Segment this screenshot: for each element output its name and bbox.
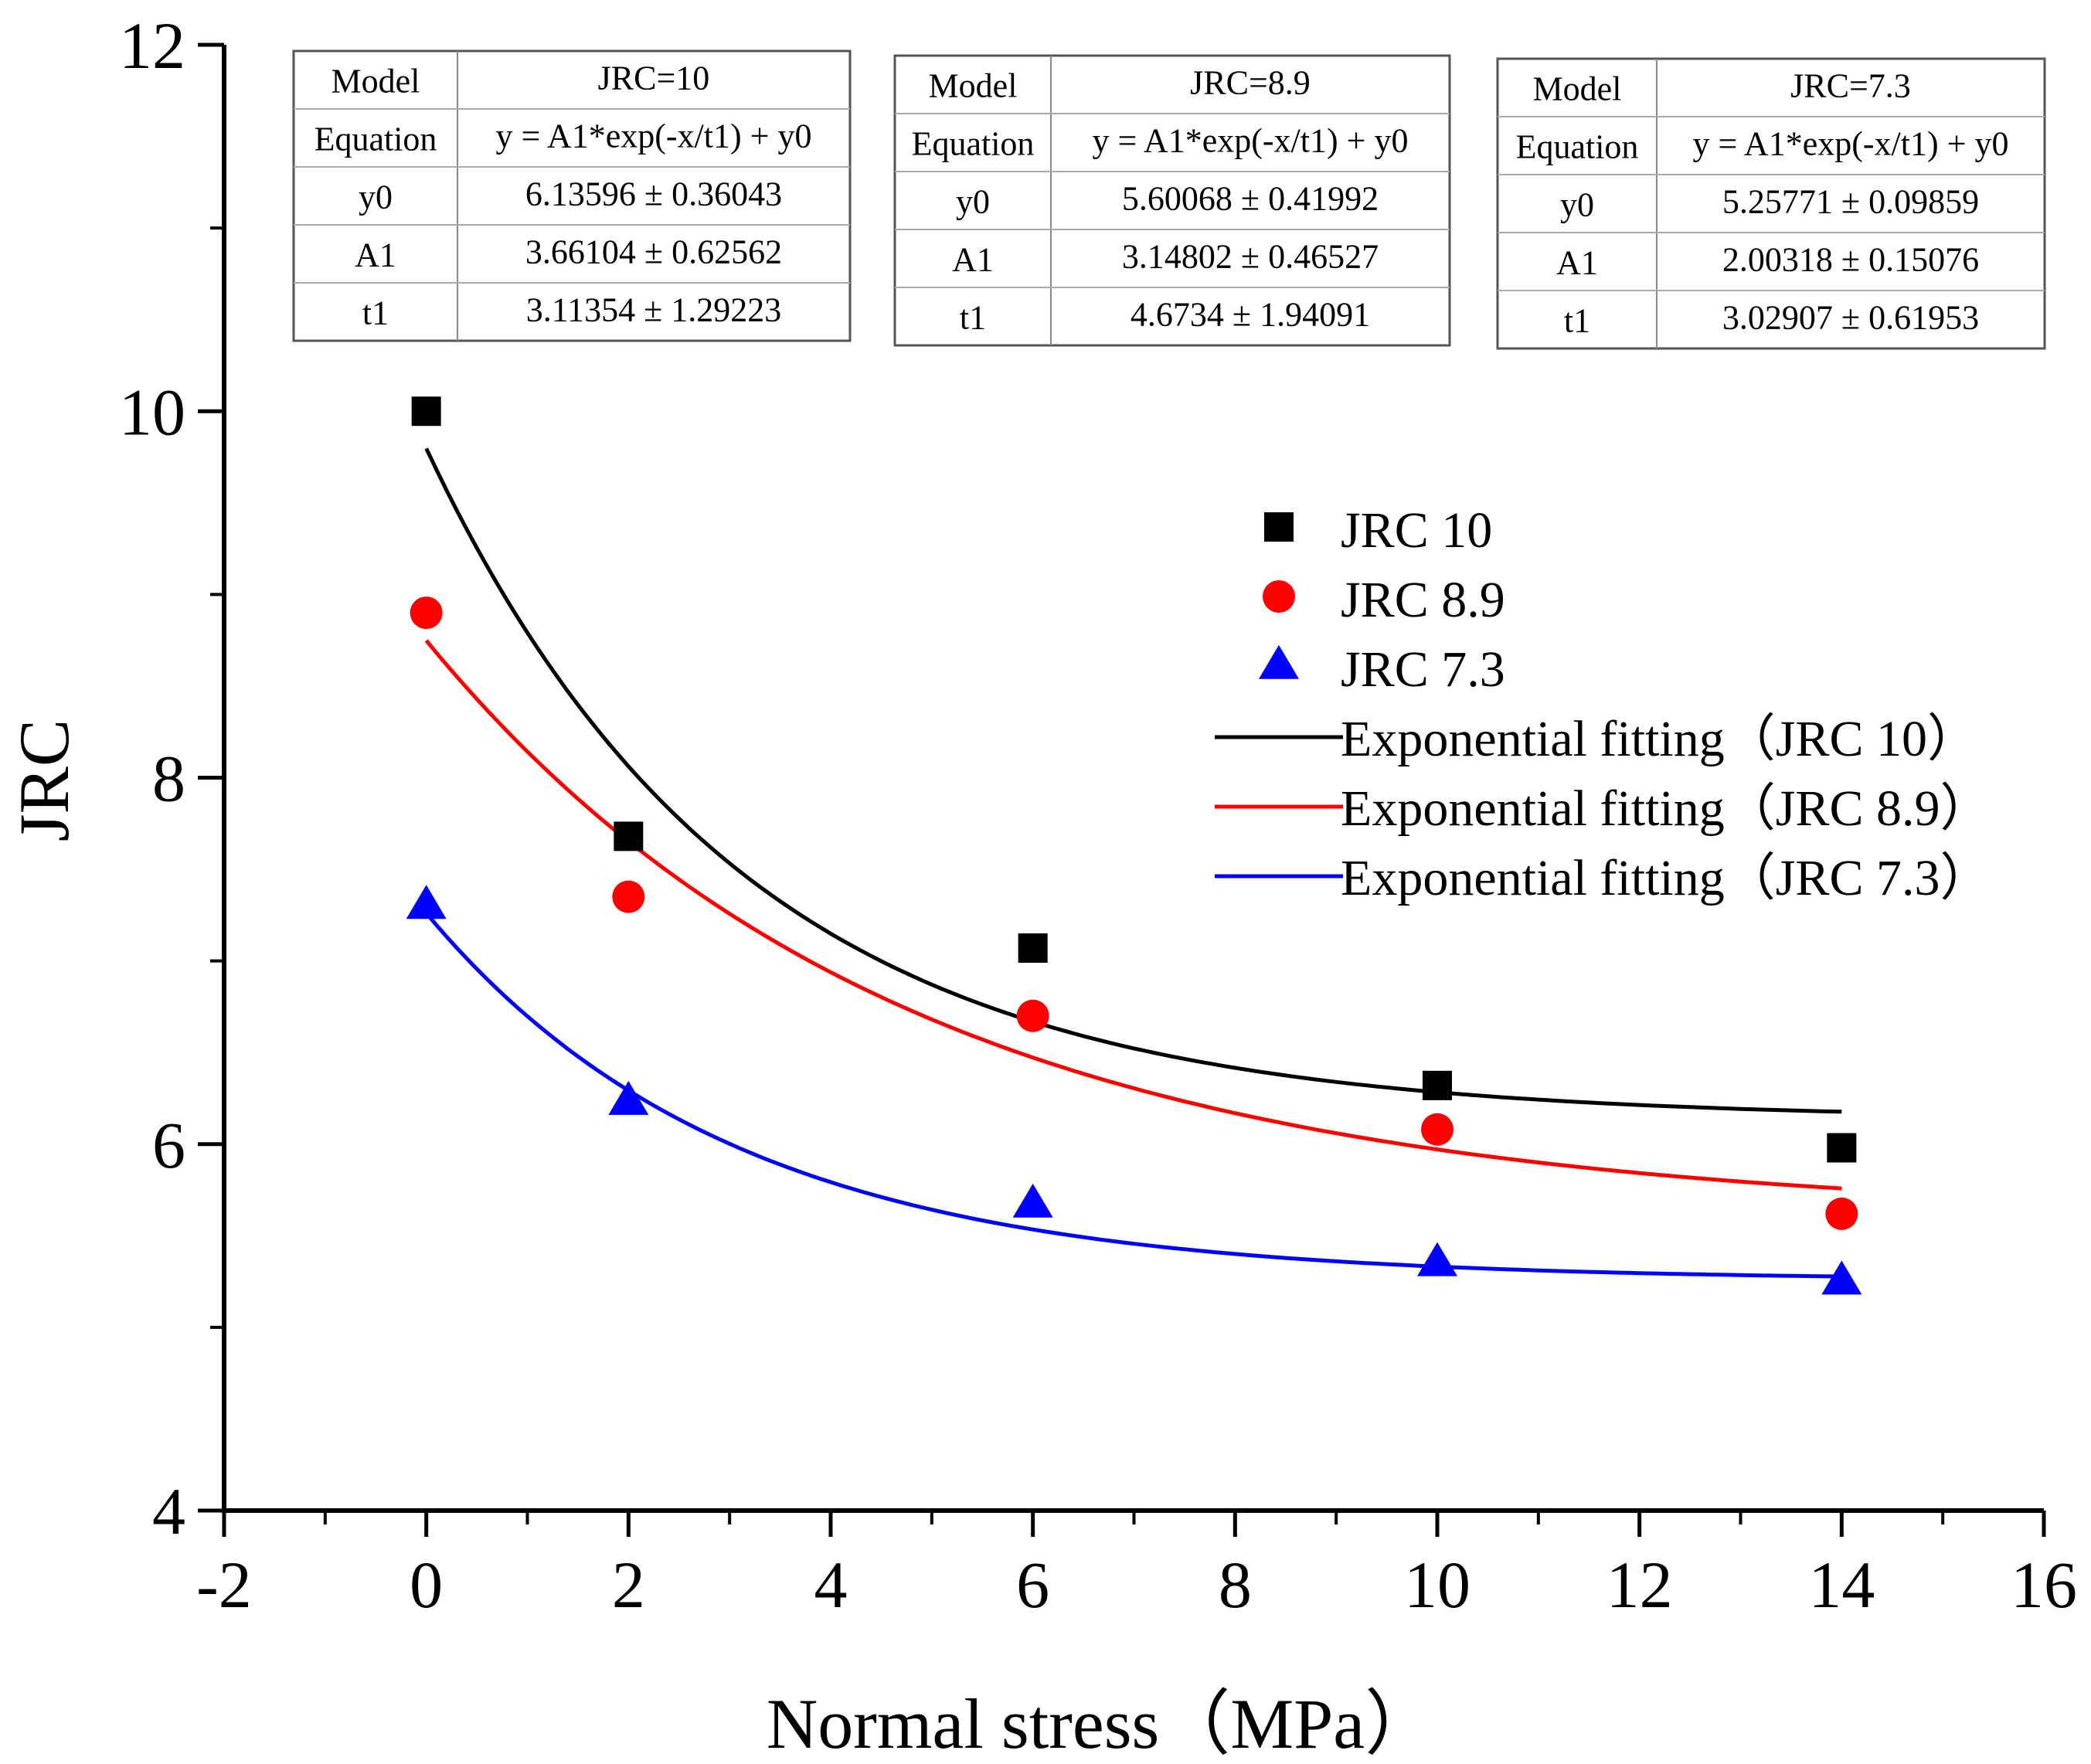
table-cell-value: 4.6734 ± 1.94091 bbox=[1130, 296, 1370, 334]
table-border bbox=[292, 49, 852, 342]
data-point-series-1-2 bbox=[1016, 999, 1049, 1032]
data-point-series-0-0 bbox=[411, 396, 441, 427]
table-border bbox=[893, 54, 1451, 347]
x-tick-label: 12 bbox=[1606, 1548, 1673, 1622]
table-cell-label: A1 bbox=[1556, 244, 1598, 282]
x-tick-label: 0 bbox=[410, 1548, 443, 1622]
y-axis-title: JRC bbox=[5, 719, 83, 842]
y-tick-label: 4 bbox=[152, 1474, 185, 1548]
data-point-series-0-4 bbox=[1827, 1133, 1857, 1163]
table-cell-value: JRC=10 bbox=[598, 59, 710, 97]
table-cell-value: y = A1*exp(-x/t1) + y0 bbox=[1693, 125, 2009, 163]
table-cell-label: t1 bbox=[960, 299, 986, 337]
x-tick-label: -2 bbox=[196, 1548, 252, 1622]
y-tick-label: 8 bbox=[152, 742, 185, 816]
data-point-series-2-3 bbox=[1417, 1242, 1457, 1276]
data-point-series-1-3 bbox=[1421, 1113, 1454, 1146]
table-cell-value: y = A1*exp(-x/t1) + y0 bbox=[496, 117, 812, 155]
fit-table-2: Model JRC=7.3 Equation y = A1*exp(-x/t1) + … bbox=[1496, 57, 2046, 350]
y-tick-label: 10 bbox=[119, 375, 185, 449]
table-cell-value: 5.25771 ± 0.09859 bbox=[1722, 183, 1979, 221]
table-border bbox=[1496, 57, 2046, 350]
data-point-series-0-2 bbox=[1018, 933, 1048, 964]
table-cell-label: Model bbox=[332, 63, 420, 100]
data-point-series-2-2 bbox=[1012, 1183, 1053, 1218]
x-tick-label: 10 bbox=[1404, 1548, 1470, 1622]
table-cell-label: t1 bbox=[1564, 302, 1590, 340]
table-cell-value: 2.00318 ± 0.15076 bbox=[1722, 241, 1979, 279]
data-point-series-0-1 bbox=[614, 821, 644, 851]
x-tick-label: 4 bbox=[814, 1548, 848, 1622]
fit-curve-0 bbox=[424, 447, 1842, 1114]
table-cell-value: 3.11354 ± 1.29223 bbox=[526, 291, 782, 329]
legend-label-0: JRC 10 bbox=[1341, 502, 1492, 559]
data-point-series-2-1 bbox=[608, 1080, 649, 1115]
legend-fit-label-2: Exponential fitting（JRC 7.3） bbox=[1341, 850, 1991, 906]
data-point-series-2-0 bbox=[406, 885, 447, 919]
table-cell-value: 5.60068 ± 0.41992 bbox=[1122, 180, 1379, 218]
table-cell-value: 3.14802 ± 0.46527 bbox=[1122, 238, 1379, 276]
table-cell-value: y = A1*exp(-x/t1) + y0 bbox=[1093, 122, 1409, 160]
x-tick-label: 14 bbox=[1808, 1548, 1875, 1622]
table-cell-value: JRC=8.9 bbox=[1190, 64, 1311, 102]
fit-curve-2 bbox=[424, 912, 1842, 1279]
legend-label-2: JRC 7.3 bbox=[1341, 641, 1505, 698]
x-tick-label: 2 bbox=[612, 1548, 645, 1622]
table-cell-value: 3.66104 ± 0.62562 bbox=[525, 233, 782, 271]
axes: -2 0 2 4 6 8 10 12 14 16 4 6 8 10 12 bbox=[119, 8, 2077, 1622]
table-cell-label: y0 bbox=[1560, 186, 1594, 224]
y-tick-label: 6 bbox=[152, 1108, 185, 1182]
legend: JRC 10 JRC 8.9 JRC 7.3 Exponential fitting（… bbox=[1215, 502, 1991, 906]
table-cell-label: Equation bbox=[1516, 128, 1639, 166]
x-tick-label: 16 bbox=[2011, 1548, 2077, 1622]
legend-fit-label-0: Exponential fitting（JRC 10） bbox=[1341, 711, 1978, 767]
table-cell-label: A1 bbox=[355, 236, 396, 274]
table-cell-value: 6.13596 ± 0.36043 bbox=[525, 175, 782, 213]
legend-marker-1 bbox=[1263, 580, 1295, 613]
table-cell-value: 3.02907 ± 0.61953 bbox=[1722, 299, 1979, 337]
table-cell-label: Model bbox=[1533, 70, 1622, 108]
fit-curve-1 bbox=[424, 639, 1842, 1191]
x-axis-title: Normal stress（MPa） bbox=[767, 1684, 1436, 1763]
x-tick-label: 8 bbox=[1219, 1548, 1252, 1622]
data-points bbox=[406, 396, 1862, 1295]
table-cell-label: A1 bbox=[952, 241, 994, 279]
legend-label-1: JRC 8.9 bbox=[1341, 572, 1505, 628]
legend-fit-label-1: Exponential fitting（JRC 8.9） bbox=[1341, 780, 1991, 837]
x-tick-label: 6 bbox=[1016, 1548, 1049, 1622]
legend-marker-2 bbox=[1259, 644, 1299, 679]
data-point-series-2-4 bbox=[1821, 1260, 1862, 1295]
data-point-series-1-1 bbox=[612, 880, 645, 913]
table-cell-label: Equation bbox=[912, 125, 1035, 163]
data-point-series-1-4 bbox=[1825, 1197, 1858, 1230]
fit-table-1: Model JRC=8.9 Equation y = A1*exp(-x/t1) + … bbox=[893, 54, 1451, 347]
y-tick-label: 12 bbox=[119, 8, 185, 83]
table-cell-label: Equation bbox=[314, 121, 437, 158]
data-point-series-0-3 bbox=[1423, 1070, 1452, 1100]
fit-table-0: Model JRC=10 Equation y = A1*exp(-x/t1) + y… bbox=[292, 49, 852, 342]
table-cell-label: y0 bbox=[359, 178, 393, 216]
table-cell-value: JRC=7.3 bbox=[1790, 67, 1911, 105]
table-cell-label: Model bbox=[929, 67, 1018, 105]
table-cell-label: t1 bbox=[362, 294, 389, 332]
data-point-series-1-0 bbox=[410, 596, 443, 630]
fit-curves bbox=[424, 447, 1842, 1279]
fit-parameter-tables: Model JRC=10 Equation y = A1*exp(-x/t1) + y… bbox=[292, 49, 2046, 350]
table-cell-label: y0 bbox=[956, 183, 990, 221]
legend-marker-0 bbox=[1264, 512, 1294, 542]
